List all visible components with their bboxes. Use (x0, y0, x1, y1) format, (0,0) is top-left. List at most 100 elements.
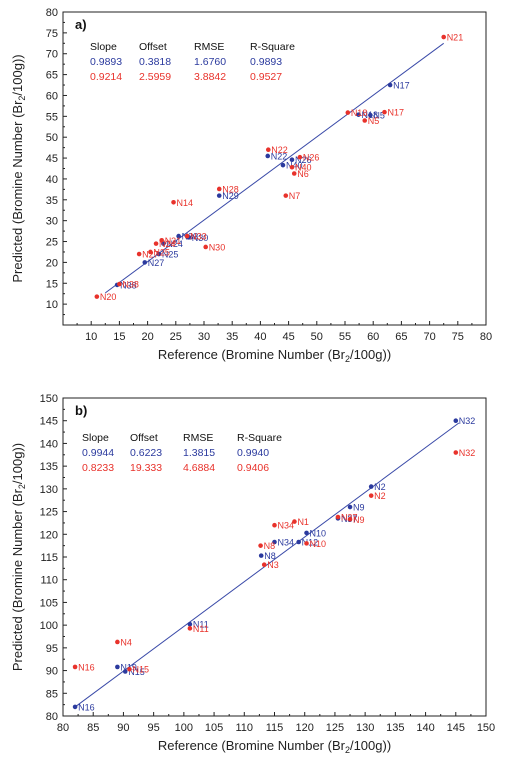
point-label: N10 (310, 539, 327, 549)
panel-b-x-axis-label: Reference (Bromine Number (Br2/100g)) (158, 738, 391, 755)
x-axis-label-subscript: 2 (345, 745, 350, 755)
point-label: N32 (459, 416, 476, 426)
stats-value: 0.9527 (250, 71, 282, 83)
data-point (345, 110, 351, 115)
fit-line (105, 42, 444, 294)
y-tick-label: 150 (40, 393, 58, 405)
point-label: N17 (387, 108, 404, 118)
panel-b: 80 85 90 95 100 105 110 115 120 125 130 135 140 145 15… (10, 393, 495, 755)
stats-value: 3.8842 (194, 71, 226, 83)
point-label: N27 (142, 250, 159, 260)
x-tick-label: 10 (85, 331, 97, 343)
point-label: N30 (192, 233, 209, 243)
data-point (382, 109, 387, 115)
y-tick-label: 40 (46, 174, 58, 186)
panel-a: 10 15 20 25 30 35 40 45 50 55 60 65 70 75 80 10 15 20 25 30… (10, 7, 492, 364)
point-label: N2 (374, 491, 386, 501)
point-label: N18 (351, 108, 368, 118)
point-label: N11 (193, 624, 209, 634)
x-tick-label: 20 (141, 331, 153, 343)
y-tick-label: 135 (40, 461, 58, 473)
data-point (441, 34, 447, 40)
data-point (72, 704, 78, 710)
point-label: N16 (78, 662, 95, 672)
point-label: N12 (302, 538, 319, 548)
panel-a-stats-table: Slope Offset RMSE R-Square 0.9893 0.3818 1.676… (90, 41, 295, 83)
panel-b-fit-line-group (74, 422, 460, 708)
x-tick-label: 15 (113, 331, 125, 343)
stats-header: Slope (90, 41, 117, 53)
stats-value: 1.6760 (194, 56, 226, 68)
point-label: N9 (353, 503, 365, 513)
data-point (368, 484, 374, 489)
stats-value: 4.6884 (183, 462, 215, 474)
data-point (127, 666, 132, 672)
data-point (258, 553, 264, 558)
x-tick-label: 125 (326, 722, 344, 734)
y-tick-label: 100 (40, 620, 58, 632)
data-point (115, 664, 120, 670)
y-tick-label: 65 (46, 70, 58, 82)
data-point (304, 541, 309, 546)
y-tick-label: 130 (40, 484, 58, 496)
y-tick-label: 20 (46, 257, 58, 269)
x-tick-label: 55 (339, 331, 351, 343)
point-label: N28 (222, 184, 239, 194)
point-label: N20 (100, 292, 117, 302)
data-point (297, 154, 303, 160)
x-tick-label: 135 (386, 722, 404, 734)
data-point (171, 200, 176, 205)
x-tick-label: 50 (311, 331, 323, 343)
x-tick-label: 85 (87, 722, 99, 734)
x-tick-label: 130 (356, 722, 374, 734)
x-tick-label: 95 (148, 722, 160, 734)
point-label: N27 (148, 258, 165, 268)
point-label: N8 (264, 551, 276, 561)
stats-value: 0.9893 (250, 56, 282, 68)
data-point (153, 241, 159, 246)
data-point (272, 522, 277, 528)
point-label: N6 (297, 169, 309, 179)
y-tick-label: 125 (40, 507, 58, 519)
y-tick-label: 10 (46, 299, 58, 311)
y-tick-label: 25 (46, 237, 58, 249)
x-tick-label: 115 (266, 722, 284, 734)
x-tick-label: 105 (205, 722, 223, 734)
data-point (291, 171, 297, 176)
x-axis-label-suffix: /100g)) (350, 738, 391, 753)
y-tick-label: 80 (46, 7, 58, 19)
point-label: N25 (153, 247, 170, 257)
x-axis-label-text: Reference (Bromine Number (Br (158, 347, 346, 362)
x-tick-label: 70 (423, 331, 435, 343)
data-point (265, 153, 271, 159)
x-tick-label: 30 (198, 331, 210, 343)
panel-b-y-axis-label: Predicted (Bromine Number (Br2/100g)) (10, 443, 27, 671)
y-tick-label: 85 (46, 688, 58, 700)
x-axis-label-suffix: /100g)) (350, 347, 391, 362)
point-label: N30 (209, 242, 226, 252)
stats-header: Slope (82, 432, 109, 444)
data-point (368, 112, 373, 118)
x-tick-label: 150 (477, 722, 495, 734)
data-point (304, 530, 309, 536)
point-label: N14 (177, 198, 194, 208)
panel-a-points: N38N27N25N24N33N30N29N22N40N26N18N5N17N2… (94, 33, 463, 302)
data-point (142, 260, 148, 265)
point-label: N1 (297, 517, 309, 527)
y-axis-label-text: Predicted (Bromine Number (Br (10, 488, 25, 671)
stats-value: 19.333 (130, 462, 162, 474)
data-point (176, 233, 181, 239)
data-point (184, 233, 190, 239)
data-point (148, 249, 153, 255)
data-point (94, 294, 100, 299)
x-axis-label-subscript: 2 (345, 354, 350, 364)
point-label: N40 (286, 161, 303, 171)
data-point (216, 186, 222, 192)
data-point (216, 193, 222, 198)
data-point (258, 543, 263, 548)
point-label: N22 (271, 151, 288, 161)
data-point (272, 539, 277, 545)
stats-header: R-Square (237, 432, 282, 444)
x-tick-label: 120 (296, 722, 314, 734)
data-point (362, 118, 368, 123)
